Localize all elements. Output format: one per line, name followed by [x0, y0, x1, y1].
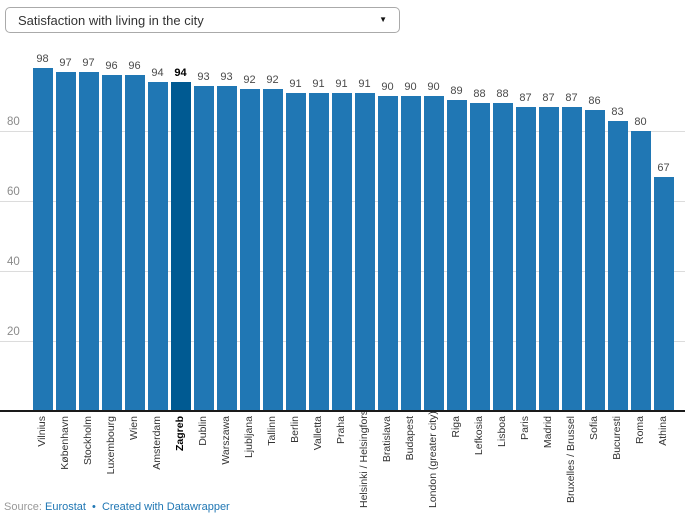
bar[interactable]: [469, 103, 490, 411]
bar-category-label: Bucuresti: [611, 416, 623, 460]
bar[interactable]: [538, 106, 559, 411]
caret-down-icon: ▼: [379, 15, 387, 24]
bar-category-label: Warszawa: [220, 416, 232, 465]
bar[interactable]: [101, 75, 122, 411]
bar-category-label: Stockholm: [82, 416, 94, 466]
bar-category-label: Budapest: [404, 416, 416, 461]
bar-value-label: 90: [404, 81, 417, 93]
separator-dot: •: [92, 501, 96, 513]
bar-category-label: Praha: [335, 416, 347, 445]
metric-dropdown[interactable]: Satisfaction with living in the city ▼: [5, 7, 400, 33]
y-axis-tick-label: 80: [7, 116, 20, 128]
bar-category-label: Amsterdam: [151, 416, 163, 470]
source-prefix-label: Source:: [4, 501, 42, 513]
bar-value-label: 97: [82, 56, 95, 69]
bar[interactable]: [515, 106, 536, 411]
bar-value-label: 92: [266, 74, 279, 86]
bar[interactable]: [607, 120, 628, 411]
bar-category-label: Paris: [519, 416, 531, 440]
bar-value-label: 87: [542, 91, 555, 104]
bar-category-label: Sofia: [588, 416, 600, 440]
bar-value-label: 91: [312, 77, 325, 90]
bar-category-label: Lefkosia: [473, 416, 485, 456]
bar-value-label: 67: [657, 161, 670, 174]
bar-value-label: 97: [59, 56, 72, 69]
bar-value-label: 94: [174, 67, 187, 79]
bar-category-label: Lisboa: [496, 416, 508, 447]
bar-category-label: Madrid: [542, 416, 554, 449]
bar-value-label: 91: [358, 77, 371, 90]
y-axis-tick-label: 20: [7, 326, 20, 338]
bar-value-label: 93: [197, 70, 210, 83]
bar[interactable]: [262, 89, 283, 411]
bar-category-label: Valletta: [312, 416, 324, 451]
bar-value-label: 96: [128, 60, 141, 72]
bar-value-label: 89: [450, 84, 463, 97]
metric-dropdown-label: Satisfaction with living in the city: [18, 12, 204, 28]
bar[interactable]: [331, 92, 352, 411]
bar[interactable]: [377, 96, 398, 411]
bar[interactable]: [584, 110, 605, 411]
bar[interactable]: [170, 82, 191, 411]
bar[interactable]: [32, 68, 53, 411]
bar[interactable]: [55, 71, 76, 411]
bar-category-label: Berlin: [289, 416, 301, 443]
bar-category-label: Tallinn: [266, 416, 278, 446]
bar-category-label: London (greater city): [427, 411, 439, 508]
bar-value-label: 88: [496, 88, 509, 100]
bar[interactable]: [561, 106, 582, 411]
bar-category-label: Bruxelles / Brussel: [565, 416, 577, 503]
bar-category-label: Riga: [450, 416, 462, 438]
bar[interactable]: [354, 92, 375, 411]
bar[interactable]: [492, 103, 513, 411]
bar-value-label: 86: [588, 95, 601, 107]
bar-category-label: Helsinki / Helsingfors: [358, 409, 370, 508]
bar-value-label: 93: [220, 70, 233, 83]
bar[interactable]: [308, 92, 329, 411]
bar-category-label: Wien: [128, 416, 140, 440]
bar[interactable]: [423, 96, 444, 411]
bar[interactable]: [400, 96, 421, 411]
bar-value-label: 94: [151, 67, 164, 79]
bar-category-label: København: [59, 416, 71, 470]
bar-value-label: 90: [427, 81, 440, 93]
bar-category-label: Luxembourg: [105, 416, 117, 475]
bar-value-label: 87: [565, 91, 578, 104]
bar-value-label: 87: [519, 91, 532, 104]
bar-category-label: Bratislava: [381, 416, 393, 463]
bar-category-label: Roma: [634, 416, 646, 445]
bar-value-label: 92: [243, 74, 256, 86]
y-axis-tick-label: 60: [7, 186, 20, 198]
bar-value-label: 88: [473, 88, 486, 100]
bar-category-label: Dublin: [197, 416, 209, 446]
bar[interactable]: [285, 92, 306, 411]
source-link[interactable]: Eurostat: [44, 501, 86, 513]
bar-value-label: 83: [611, 105, 624, 118]
bar[interactable]: [239, 89, 260, 411]
source-line: Source: Eurostat • Created with Datawrap…: [4, 501, 230, 513]
x-axis-line: [0, 410, 685, 412]
bar[interactable]: [630, 131, 651, 411]
bar[interactable]: [124, 75, 145, 411]
bar[interactable]: [147, 82, 168, 411]
bar-value-label: 91: [335, 77, 348, 90]
bar[interactable]: [193, 85, 214, 411]
bar[interactable]: [216, 85, 237, 411]
bar-category-label: Vilnius: [36, 416, 48, 447]
bar[interactable]: [78, 71, 99, 411]
bar-category-label: Zagreb: [174, 416, 186, 452]
bar-value-label: 98: [36, 53, 49, 65]
bar-value-label: 91: [289, 77, 302, 90]
bar-category-label: Athina: [657, 416, 669, 446]
bar-category-label: Ljubljana: [243, 416, 255, 459]
bar-value-label: 96: [105, 60, 118, 72]
credit-link[interactable]: Created with Datawrapper: [101, 501, 230, 513]
bar[interactable]: [446, 99, 467, 411]
y-axis-tick-label: 40: [7, 256, 20, 268]
bar-value-label: 80: [634, 116, 647, 128]
bar-value-label: 90: [381, 81, 394, 93]
bar[interactable]: [653, 176, 674, 411]
